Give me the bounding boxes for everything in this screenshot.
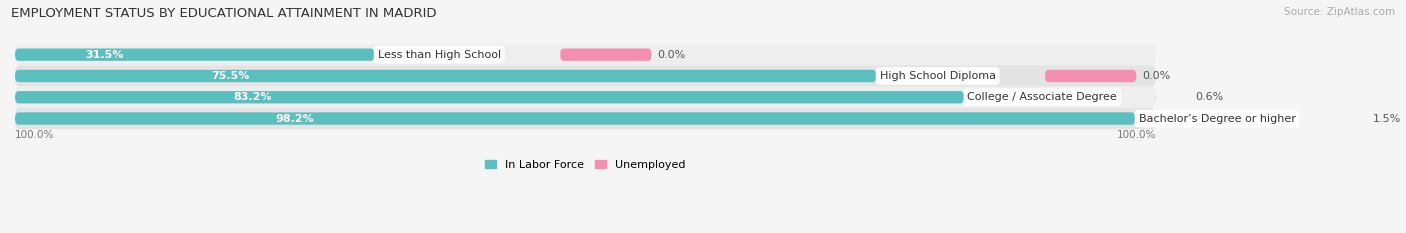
- Text: 0.0%: 0.0%: [1142, 71, 1170, 81]
- Text: 0.6%: 0.6%: [1195, 92, 1223, 102]
- Text: 98.2%: 98.2%: [276, 113, 315, 123]
- FancyBboxPatch shape: [15, 87, 1156, 108]
- FancyBboxPatch shape: [15, 44, 1156, 65]
- Text: 31.5%: 31.5%: [86, 50, 124, 60]
- FancyBboxPatch shape: [1156, 91, 1189, 103]
- FancyBboxPatch shape: [15, 112, 1135, 125]
- FancyBboxPatch shape: [15, 65, 1156, 87]
- FancyBboxPatch shape: [15, 48, 374, 61]
- Text: 0.0%: 0.0%: [657, 50, 686, 60]
- Text: 100.0%: 100.0%: [1116, 130, 1156, 140]
- Text: 1.5%: 1.5%: [1372, 113, 1400, 123]
- FancyBboxPatch shape: [15, 91, 965, 103]
- Text: Bachelor’s Degree or higher: Bachelor’s Degree or higher: [1139, 113, 1295, 123]
- FancyBboxPatch shape: [15, 108, 1156, 129]
- FancyBboxPatch shape: [1045, 70, 1136, 82]
- Text: Less than High School: Less than High School: [378, 50, 501, 60]
- Text: 83.2%: 83.2%: [233, 92, 271, 102]
- FancyBboxPatch shape: [15, 70, 876, 82]
- FancyBboxPatch shape: [1310, 112, 1367, 125]
- Text: EMPLOYMENT STATUS BY EDUCATIONAL ATTAINMENT IN MADRID: EMPLOYMENT STATUS BY EDUCATIONAL ATTAINM…: [11, 7, 437, 20]
- Text: High School Diploma: High School Diploma: [880, 71, 995, 81]
- Legend: In Labor Force, Unemployed: In Labor Force, Unemployed: [485, 160, 686, 170]
- FancyBboxPatch shape: [560, 48, 651, 61]
- Text: 75.5%: 75.5%: [211, 71, 249, 81]
- Text: College / Associate Degree: College / Associate Degree: [967, 92, 1118, 102]
- Text: 100.0%: 100.0%: [15, 130, 55, 140]
- Text: Source: ZipAtlas.com: Source: ZipAtlas.com: [1284, 7, 1395, 17]
